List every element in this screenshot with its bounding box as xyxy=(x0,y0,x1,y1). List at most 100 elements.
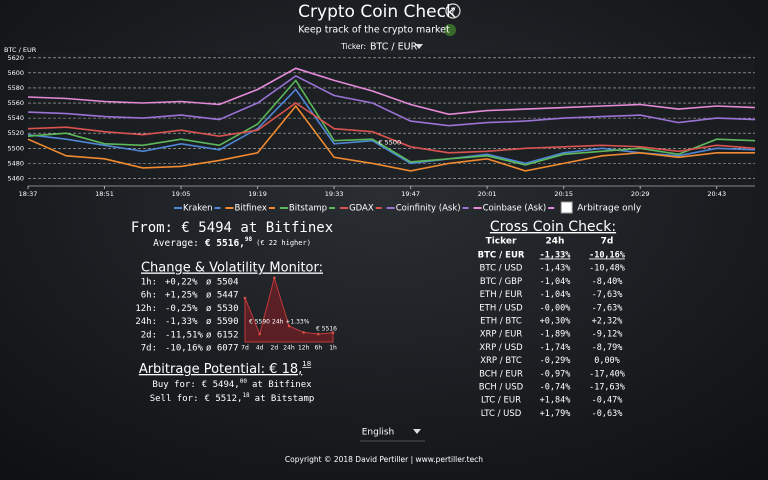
sell-line: Sell for: € 5512,18 at Bitstamp xyxy=(150,392,315,404)
mini-x-label: 12h xyxy=(298,345,310,352)
average-note: (€ 22 higher) xyxy=(256,239,311,247)
series-line xyxy=(27,102,756,154)
monitor-average: ø 6077 xyxy=(206,344,239,354)
average-sup: 98 xyxy=(245,236,253,243)
cross-24h: -0,29% xyxy=(540,356,571,366)
cross-24h: -0,74% xyxy=(540,383,571,393)
legend-entry[interactable]: Bitstamp xyxy=(289,204,327,214)
cross-7d: -0,47% xyxy=(592,396,623,406)
sell-exchange: at Bitstamp xyxy=(255,394,315,404)
cross-header: 24h xyxy=(546,237,565,247)
y-tick-label: 5500 xyxy=(7,144,24,152)
legend-entry[interactable]: Coinbase (Ask) xyxy=(483,204,547,214)
mini-label: € 5590 xyxy=(249,319,270,326)
series-line xyxy=(27,88,756,165)
monitor-average: ø 5447 xyxy=(206,291,239,301)
subtitle: Keep track of the crypto market xyxy=(298,25,450,36)
legend-entry[interactable]: Kraken xyxy=(183,204,213,214)
language-caret[interactable] xyxy=(413,429,421,434)
mini-label: € 5516 xyxy=(316,326,337,333)
mini-x-label: 24h xyxy=(283,345,295,352)
x-tick-label: 18:51 xyxy=(95,190,114,198)
x-tick-label: 20:29 xyxy=(631,190,650,198)
y-tick-label: 5540 xyxy=(7,114,24,122)
average: Average: € 5516,98 (€ 22 higher) xyxy=(153,236,311,249)
cross-ticker: BCH / EUR xyxy=(479,369,523,379)
cross-24h: +1,79% xyxy=(540,409,571,419)
plot-area xyxy=(28,54,755,186)
monitor-period: 7d: xyxy=(141,344,157,354)
y-tick-label: 5520 xyxy=(7,129,24,137)
mini-point xyxy=(258,332,261,336)
logo-icon xyxy=(444,24,456,36)
x-tick-label: 19:33 xyxy=(325,190,344,198)
series-line xyxy=(27,67,756,116)
cross-ticker: LTC / EUR xyxy=(481,396,521,406)
cross-ticker: ETH / USD xyxy=(479,303,523,313)
x-tick-label: 20:15 xyxy=(554,190,573,198)
cross-title: Cross Coin Check: xyxy=(490,219,616,235)
y-tick-label: 5460 xyxy=(7,174,24,182)
mini-point xyxy=(317,332,320,336)
x-tick-label: 20:43 xyxy=(707,190,726,198)
ticker-caret[interactable] xyxy=(415,44,423,49)
series-line xyxy=(27,104,755,172)
arbitrage-title-sup: 18 xyxy=(302,360,311,368)
mini-point xyxy=(243,296,247,300)
buy-line: Buy for: € 5494,00 at Bitfinex xyxy=(152,378,312,390)
monitor-change: +0,22% xyxy=(165,278,198,288)
cross-ticker: XRP / USD xyxy=(479,343,523,353)
cross-7d: -17,63% xyxy=(589,383,625,393)
monitor-period: 6h: xyxy=(141,291,157,301)
mini-point xyxy=(273,276,276,280)
mini-x-label: 6h xyxy=(315,345,323,352)
cross-ticker: BTC / GBP xyxy=(480,277,522,287)
language-select[interactable]: English xyxy=(362,428,395,438)
buy-sup: 00 xyxy=(240,378,248,385)
cross-7d: +2,32% xyxy=(592,317,623,327)
chart-annotation: € 5500 xyxy=(378,138,401,146)
cross-24h: -1,89% xyxy=(540,330,571,340)
cross-ticker: XRP / BTC xyxy=(480,356,522,366)
monitor-change: -10,16% xyxy=(165,344,204,354)
y-tick-label: 5560 xyxy=(7,99,24,107)
legend-entry[interactable]: Bitfinex xyxy=(235,204,267,214)
cross-24h: -1,33% xyxy=(540,251,572,261)
checkbox-label: Arbitrage only xyxy=(577,204,642,214)
monitor-change: -11,51% xyxy=(165,330,204,340)
monitor-period: 2d: xyxy=(141,330,157,340)
monitor-change: +1,25% xyxy=(165,291,198,301)
checkbox[interactable] xyxy=(560,201,573,214)
footer: Copyright © 2018 David Pertiller | www.p… xyxy=(285,455,483,464)
cross-24h: +1,84% xyxy=(540,396,571,406)
monitor-period: 12h: xyxy=(135,304,157,314)
mini-point xyxy=(287,324,291,328)
help-text: ? xyxy=(450,7,455,18)
cross-7d: -7,63% xyxy=(592,290,623,300)
cross-24h: +0,30% xyxy=(540,317,571,327)
help-icon[interactable] xyxy=(445,3,461,19)
cross-ticker: BTC / USD xyxy=(480,264,523,274)
cross-ticker: BCH / USD xyxy=(479,383,524,393)
sell-sup: 18 xyxy=(242,392,250,399)
sell-price: € 5512, xyxy=(205,394,243,404)
cross-7d: -8,79% xyxy=(592,343,623,353)
cross-7d: -7,63% xyxy=(592,303,623,313)
x-tick-label: 19:47 xyxy=(401,190,420,198)
buy-exchange: at Bitfinex xyxy=(252,380,312,390)
ticker-select[interactable]: BTC / EUR xyxy=(370,42,418,53)
legend-entry[interactable]: Coinfinity (Ask) xyxy=(396,204,461,214)
average-value: € 5516, xyxy=(205,238,245,249)
cross-24h: -0,00% xyxy=(540,303,571,313)
cross-7d: -10,16% xyxy=(589,251,626,261)
legend-entry[interactable]: GDAX xyxy=(349,204,374,214)
mini-x-label: 2d xyxy=(271,345,279,352)
y-tick-label: 5480 xyxy=(7,159,24,167)
monitor-average: ø 5504 xyxy=(206,278,239,288)
monitor-average: ø 5590 xyxy=(206,317,239,327)
cross-24h: -1,74% xyxy=(540,343,571,353)
cross-ticker: BTC / EUR xyxy=(478,251,525,261)
x-tick-label: 19:19 xyxy=(248,190,267,198)
arbitrage-title-text: Arbitrage Potential: € 18, xyxy=(139,362,302,377)
monitor-change: -1,33% xyxy=(165,317,198,327)
